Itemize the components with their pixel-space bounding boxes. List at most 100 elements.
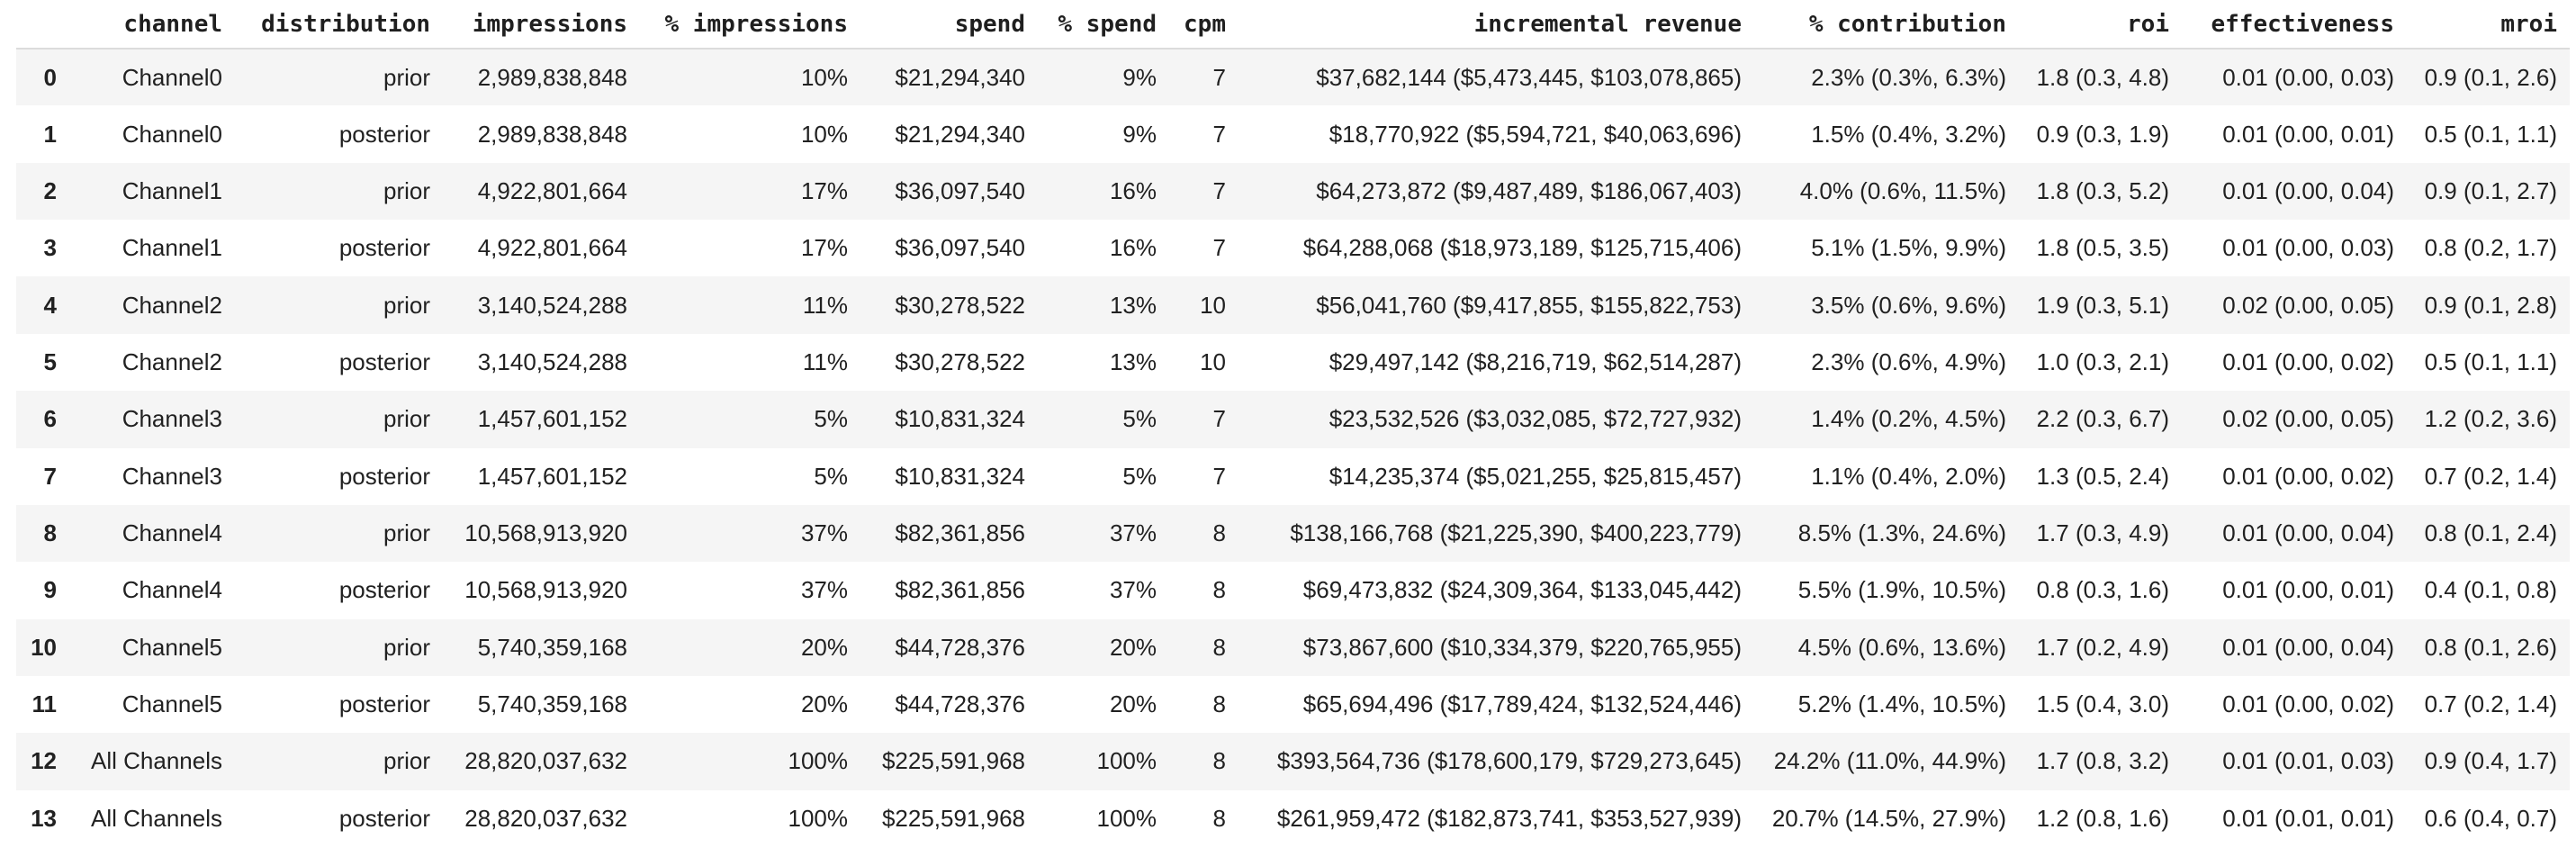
- cell-impressions: 5%: [814, 462, 848, 490]
- cell-mroi: 1.2 (0.2, 3.6): [2424, 405, 2557, 433]
- cell-effectiveness: 0.01 (0.00, 0.04): [2222, 633, 2394, 661]
- cell-effectiveness: 0.01 (0.01, 0.01): [2222, 804, 2394, 832]
- cell-spend: $21,294,340: [895, 120, 1025, 148]
- cell-effectiveness: 0.01 (0.00, 0.04): [2222, 519, 2394, 547]
- cell-spend: 100%: [1096, 804, 1157, 832]
- column-header-cpm: cpm: [1157, 0, 1226, 50]
- cell-cpm: 8: [1212, 519, 1226, 547]
- cell-contribution: 5.2% (1.4%, 10.5%): [1797, 690, 2006, 718]
- cell-spend: 100%: [1096, 747, 1157, 775]
- cell-impressions: 10%: [800, 120, 848, 148]
- cell-roi: 1.9 (0.3, 5.1): [2036, 291, 2169, 319]
- cell-distribution: posterior: [338, 690, 430, 718]
- cell-channel: Channel3: [122, 462, 222, 490]
- cell-roi: 1.7 (0.3, 4.9): [2036, 519, 2169, 547]
- cell-spend: $82,361,856: [895, 519, 1025, 547]
- cell-effectiveness: 0.01 (0.01, 0.03): [2222, 747, 2394, 775]
- cell-distribution: posterior: [338, 576, 430, 604]
- table-row: 4 Channel2 prior 3,140,524,288 11% $30,278,52…: [16, 276, 2570, 334]
- cell-cpm: 8: [1212, 804, 1226, 832]
- table-row: 8 Channel4 prior 10,568,913,920 37% $82,361,8…: [16, 504, 2570, 563]
- cell-distribution: posterior: [338, 347, 430, 375]
- cell-mroi: 0.8 (0.1, 2.4): [2424, 519, 2557, 547]
- cell-spend: $30,278,522: [895, 347, 1025, 375]
- cell-cpm: 8: [1212, 633, 1226, 661]
- cell-contribution: 2.3% (0.3%, 6.3%): [1811, 63, 2006, 91]
- cell-effectiveness: 0.02 (0.00, 0.05): [2222, 291, 2394, 319]
- cell-mroi: 0.4 (0.1, 0.8): [2424, 576, 2557, 604]
- header-row: channel distribution impressions% impressi…: [16, 0, 2570, 50]
- cell-channel: All Channels: [91, 804, 222, 832]
- cell-impressions: 4,922,801,664: [477, 176, 627, 204]
- cell-contribution: 4.0% (0.6%, 11.5%): [1799, 176, 2006, 204]
- cell-mroi: 0.8 (0.2, 1.7): [2424, 234, 2557, 262]
- table-row: 2 Channel1 prior 4,922,801,664 17% $36,097,54…: [16, 162, 2570, 221]
- cell-contribution: 3.5% (0.6%, 9.6%): [1811, 291, 2006, 319]
- cell-spend: 13%: [1109, 347, 1157, 375]
- cell-effectiveness: 0.01 (0.00, 0.04): [2222, 176, 2394, 204]
- cell-spend: 20%: [1109, 633, 1157, 661]
- cell-incremental-revenue: $18,770,922 ($5,594,721, $40,063,696): [1329, 120, 1742, 148]
- cell-impressions: 2,989,838,848: [477, 120, 627, 148]
- cell-impressions: 20%: [800, 633, 848, 661]
- cell-impressions: 4,922,801,664: [477, 234, 627, 262]
- row-index: 8: [43, 519, 57, 547]
- cell-roi: 1.7 (0.2, 4.9): [2036, 633, 2169, 661]
- cell-spend: 20%: [1109, 690, 1157, 718]
- cell-cpm: 7: [1212, 462, 1226, 490]
- table-row: 5 Channel2 posterior 3,140,524,288 11% $30,27…: [16, 334, 2570, 391]
- cell-mroi: 0.5 (0.1, 1.1): [2424, 120, 2557, 148]
- cell-impressions: 3,140,524,288: [477, 291, 627, 319]
- cell-effectiveness: 0.01 (0.00, 0.02): [2222, 690, 2394, 718]
- cell-roi: 0.8 (0.3, 1.6): [2036, 576, 2169, 604]
- cell-contribution: 4.5% (0.6%, 13.6%): [1797, 633, 2006, 661]
- table-row: 1 Channel0 posterior 2,989,838,848 10% $21,29…: [16, 105, 2570, 162]
- cell-channel: All Channels: [91, 747, 222, 775]
- column-header-impressions: impressions: [430, 0, 627, 50]
- cell-spend: 37%: [1109, 576, 1157, 604]
- cell-cpm: 7: [1212, 234, 1226, 262]
- column-header-distribution: distribution: [222, 0, 430, 50]
- cell-cpm: 8: [1212, 690, 1226, 718]
- cell-incremental-revenue: $261,959,472 ($182,873,741, $353,527,939…: [1276, 804, 1742, 832]
- cell-contribution: 1.5% (0.4%, 3.2%): [1811, 120, 2006, 148]
- cell-effectiveness: 0.01 (0.00, 0.03): [2222, 63, 2394, 91]
- cell-spend: $44,728,376: [895, 633, 1025, 661]
- cell-spend: $82,361,856: [895, 576, 1025, 604]
- cell-contribution: 20.7% (14.5%, 27.9%): [1771, 804, 2006, 832]
- cell-spend: $10,831,324: [895, 462, 1025, 490]
- media-summary-table: channel distribution impressions% impressi…: [16, 0, 2570, 847]
- cell-impressions: 11%: [802, 347, 848, 375]
- row-index: 11: [32, 690, 58, 718]
- cell-effectiveness: 0.01 (0.00, 0.02): [2222, 462, 2394, 490]
- cell-cpm: 8: [1212, 576, 1226, 604]
- row-index: 0: [43, 63, 57, 91]
- cell-channel: Channel3: [122, 405, 222, 433]
- cell-roi: 1.3 (0.5, 2.4): [2036, 462, 2169, 490]
- table-body: 0 Channel0 prior 2,989,838,848 10% $21,294,34…: [16, 49, 2570, 847]
- table-row: 9 Channel4 posterior 10,568,913,920 37% $82,3…: [16, 562, 2570, 618]
- row-index: 5: [43, 347, 57, 375]
- cell-incremental-revenue: $23,532,526 ($3,032,085, $72,727,932): [1329, 405, 1742, 433]
- cell-contribution: 1.1% (0.4%, 2.0%): [1811, 462, 2006, 490]
- cell-impressions: 100%: [788, 747, 849, 775]
- cell-contribution: 5.5% (1.9%, 10.5%): [1797, 576, 2006, 604]
- cell-spend: $44,728,376: [895, 690, 1025, 718]
- row-index: 2: [43, 176, 57, 204]
- cell-roi: 2.2 (0.3, 6.7): [2036, 405, 2169, 433]
- cell-spend: $10,831,324: [895, 405, 1025, 433]
- cell-channel: Channel2: [122, 347, 222, 375]
- cell-contribution: 1.4% (0.2%, 4.5%): [1811, 405, 2006, 433]
- cell-channel: Channel5: [122, 690, 222, 718]
- cell-incremental-revenue: $65,694,496 ($17,789,424, $132,524,446): [1302, 690, 1742, 718]
- cell-impressions: 17%: [800, 234, 848, 262]
- cell-effectiveness: 0.02 (0.00, 0.05): [2222, 405, 2394, 433]
- cell-contribution: 2.3% (0.6%, 4.9%): [1811, 347, 2006, 375]
- cell-impressions: 5,740,359,168: [477, 690, 627, 718]
- cell-distribution: posterior: [338, 234, 430, 262]
- row-index: 10: [31, 633, 57, 661]
- cell-spend: $30,278,522: [895, 291, 1025, 319]
- column-header-contribution: % contribution: [1742, 0, 2006, 50]
- cell-impressions: 10,568,913,920: [464, 576, 627, 604]
